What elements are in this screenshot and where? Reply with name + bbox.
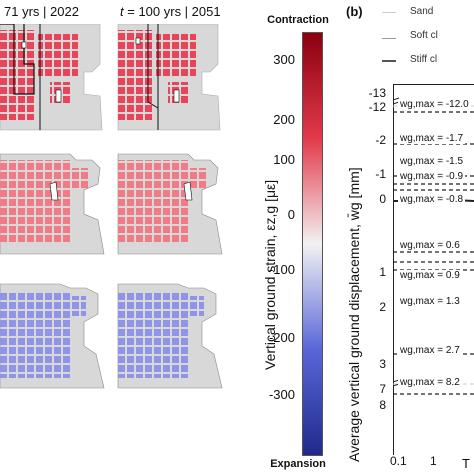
y-tick: 1 <box>379 265 386 279</box>
map-column-header-2: t = 100 yrs | 2051 <box>120 4 221 19</box>
panel-b-label: (b) <box>346 4 363 19</box>
colorbar-axis-label: Vertical ground strain, εz,g [με] <box>262 179 278 370</box>
legend-item-stiff-clay: Stiff cl <box>410 54 438 65</box>
colorbar-top-label: Contraction <box>267 14 329 26</box>
x-axis-label: T <box>462 456 470 471</box>
colorbar-tick: 200 <box>273 112 295 127</box>
wgmax-label: wg,max = 0.9 <box>398 270 462 281</box>
colorbar-tick: -100 <box>268 262 295 277</box>
map-2051-row1 <box>117 24 221 131</box>
colorbar-bottom-label: Expansion <box>270 458 326 470</box>
map-2022-row2 <box>0 153 105 255</box>
wgmax-label: wg,max = -1.5 <box>398 156 466 167</box>
y-tick: 7 <box>379 382 386 396</box>
wgmax-label: wg,max = 0.6 <box>398 240 462 251</box>
colorbar-tick: 300 <box>273 52 295 67</box>
y-tick: -1 <box>375 167 386 181</box>
colorbar <box>302 32 323 456</box>
y-tick: 8 <box>379 398 386 412</box>
y-tick: 0 <box>379 192 386 206</box>
wgmax-label: wg,max = 2.7 <box>398 345 462 356</box>
y-tick: -12 <box>368 100 386 114</box>
colorbar-tick: 100 <box>273 152 295 167</box>
x-tick: 1 <box>430 454 437 468</box>
colorbar-tick: -200 <box>268 330 295 345</box>
map-column-header-1: 71 yrs | 2022 <box>4 4 79 19</box>
map-2022-row3 <box>0 283 105 389</box>
x-tick: 0.1 <box>390 454 407 468</box>
wgmax-label: wg,max = -0.8 <box>398 194 466 205</box>
colorbar-tick: 0 <box>287 207 295 222</box>
y-tick: 2 <box>379 300 386 314</box>
colorbar-tick: -300 <box>268 387 295 402</box>
y-tick: 3 <box>379 357 386 371</box>
y-tick: -13 <box>368 86 386 100</box>
wgmax-label: wg,max = 1.3 <box>398 296 462 307</box>
map-2051-row3 <box>117 283 223 389</box>
wgmax-label: wg,max = -12.0 <box>398 99 471 110</box>
wgmax-label: wg,max = 8.2 <box>398 377 462 388</box>
map-2051-row2 <box>117 153 223 255</box>
strain-maps <box>0 24 223 389</box>
map-2022-row1 <box>0 24 103 131</box>
legend: Sand Soft cl Stiff cl <box>380 2 474 68</box>
legend-item-soft-clay: Soft cl <box>410 30 438 41</box>
y-tick: -2 <box>375 133 386 147</box>
y-axis-label: Average vertical ground displacement, w̄… <box>346 167 362 462</box>
wgmax-label: wg,max = -0.9 <box>398 171 466 182</box>
legend-item-sand: Sand <box>410 6 434 17</box>
wgmax-label: wg,max = -1.7 <box>398 133 466 144</box>
